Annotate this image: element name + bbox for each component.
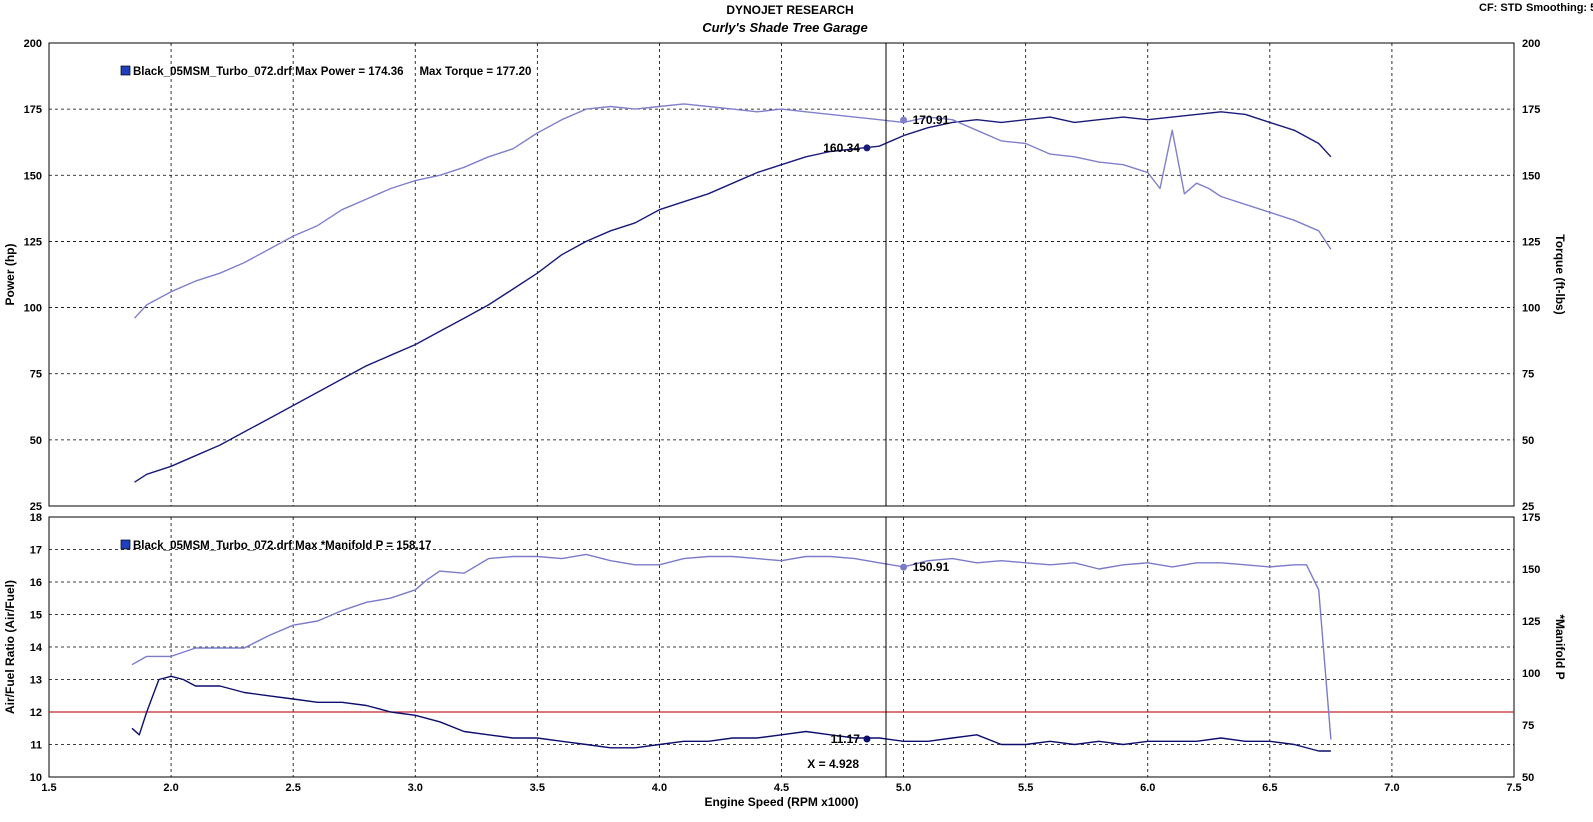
x-tick-label: 3.0 xyxy=(408,782,423,794)
power-cursor-point xyxy=(863,144,871,152)
x-tick-label: 2.0 xyxy=(163,782,178,794)
left-tick-label: 18 xyxy=(30,512,42,524)
power-cursor-value: 160.34 xyxy=(823,141,860,155)
x-axis-title: Engine Speed (RPM x1000) xyxy=(704,795,858,809)
manifold-cursor-point xyxy=(900,563,908,571)
manifold-cursor-value: 150.91 xyxy=(913,560,950,574)
x-tick-label: 5.5 xyxy=(1018,782,1033,794)
right-tick-label: 175 xyxy=(1522,104,1540,116)
power-line xyxy=(134,111,1332,483)
x-tick-label: 5.0 xyxy=(896,782,911,794)
left-tick-label: 11 xyxy=(30,740,42,752)
manifold-line xyxy=(131,553,1332,740)
left-tick-label: 14 xyxy=(30,642,43,654)
x-tick-label: 1.5 xyxy=(41,782,56,794)
afr-manifold-panel: 10 11 12 13 14 15 16 17 18 50 75 100 125 150 175 11.17 1… xyxy=(3,512,1567,809)
left-tick-label: 150 xyxy=(24,170,42,182)
torque-cursor-point xyxy=(900,116,908,124)
power-torque-panel: 25 50 75 100 125 150 175 200 25 50 75 100 125 150 175 2… xyxy=(3,38,1567,513)
left-tick-label: 17 xyxy=(30,545,42,557)
left-tick-label: 15 xyxy=(30,610,42,622)
left-tick-label: 16 xyxy=(30,577,42,589)
right-tick-label: 100 xyxy=(1522,303,1540,315)
legend-text: Black_05MSM_Turbo_072.drf Max Power = 17… xyxy=(133,66,531,78)
smoothing-label: Smoothing: 5 xyxy=(1526,2,1593,14)
left-tick-label: 125 xyxy=(24,236,42,248)
right-tick-label: 25 xyxy=(1522,501,1534,513)
x-tick-label: 6.0 xyxy=(1140,782,1155,794)
right-axis-title: Torque (ft-lbs) xyxy=(1553,234,1567,314)
afr-cursor-value: 11.17 xyxy=(831,732,861,746)
right-tick-label: 150 xyxy=(1522,564,1540,576)
left-tick-label: 25 xyxy=(30,501,42,513)
afr-line xyxy=(131,675,1331,752)
left-axis-title: Power (hp) xyxy=(3,243,17,305)
left-tick-label: 200 xyxy=(24,38,42,50)
header-company: DYNOJET RESEARCH xyxy=(726,3,853,17)
left-tick-label: 100 xyxy=(24,303,42,315)
legend-text: Black_05MSM_Turbo_072.drf Max *Manifold … xyxy=(133,540,431,552)
x-tick-label: 7.0 xyxy=(1384,782,1399,794)
right-tick-label: 200 xyxy=(1522,38,1540,50)
torque-line xyxy=(133,103,1332,319)
afr-cursor-point xyxy=(863,735,871,743)
cursor-x-readout: X = 4.928 xyxy=(807,757,859,771)
left-tick-label: 12 xyxy=(30,707,42,719)
left-tick-label: 50 xyxy=(30,435,42,447)
header-subtitle: Curly's Shade Tree Garage xyxy=(702,20,867,35)
right-tick-label: 50 xyxy=(1522,772,1534,784)
x-tick-label: 4.0 xyxy=(652,782,667,794)
right-tick-label: 175 xyxy=(1522,512,1540,524)
x-tick-label: 4.5 xyxy=(774,782,789,794)
x-tick-label: 3.5 xyxy=(530,782,545,794)
left-tick-label: 10 xyxy=(30,772,42,784)
x-tick-label: 6.5 xyxy=(1262,782,1277,794)
right-tick-label: 75 xyxy=(1522,369,1534,381)
legend-swatch xyxy=(120,539,131,550)
left-axis-title: Air/Fuel Ratio (Air/Fuel) xyxy=(3,580,17,714)
right-tick-label: 100 xyxy=(1522,668,1540,680)
left-tick-label: 175 xyxy=(24,104,42,116)
x-tick-label: 7.5 xyxy=(1506,782,1521,794)
plot-frame xyxy=(48,42,1515,507)
right-axis-title: *Manifold P xyxy=(1553,614,1567,679)
left-tick-label: 13 xyxy=(30,675,42,687)
left-tick-label: 75 xyxy=(30,369,42,381)
right-tick-label: 150 xyxy=(1522,170,1540,182)
right-tick-label: 75 xyxy=(1522,720,1534,732)
right-tick-label: 125 xyxy=(1522,236,1540,248)
right-tick-label: 50 xyxy=(1522,435,1534,447)
legend-swatch xyxy=(120,65,131,76)
right-tick-label: 125 xyxy=(1522,616,1540,628)
cf-label: CF: STD xyxy=(1479,2,1522,14)
x-tick-label: 2.5 xyxy=(286,782,301,794)
torque-cursor-value: 170.91 xyxy=(913,113,950,127)
